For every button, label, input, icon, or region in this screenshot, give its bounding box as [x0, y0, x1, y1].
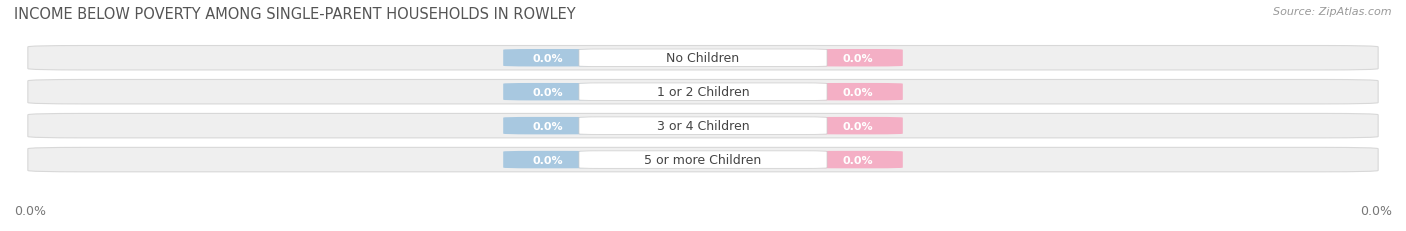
- Text: 0.0%: 0.0%: [842, 87, 873, 97]
- Text: 0.0%: 0.0%: [533, 54, 564, 64]
- FancyBboxPatch shape: [813, 117, 903, 135]
- FancyBboxPatch shape: [813, 151, 903, 169]
- Text: 3 or 4 Children: 3 or 4 Children: [657, 120, 749, 133]
- Text: INCOME BELOW POVERTY AMONG SINGLE-PARENT HOUSEHOLDS IN ROWLEY: INCOME BELOW POVERTY AMONG SINGLE-PARENT…: [14, 7, 575, 22]
- Text: 0.0%: 0.0%: [14, 204, 46, 217]
- FancyBboxPatch shape: [579, 117, 827, 135]
- Text: 0.0%: 0.0%: [533, 87, 564, 97]
- Text: 0.0%: 0.0%: [842, 155, 873, 165]
- FancyBboxPatch shape: [503, 84, 593, 101]
- Text: 0.0%: 0.0%: [842, 121, 873, 131]
- Text: 1 or 2 Children: 1 or 2 Children: [657, 86, 749, 99]
- Text: Source: ZipAtlas.com: Source: ZipAtlas.com: [1274, 7, 1392, 17]
- Text: 0.0%: 0.0%: [533, 155, 564, 165]
- FancyBboxPatch shape: [579, 84, 827, 101]
- FancyBboxPatch shape: [28, 80, 1378, 104]
- FancyBboxPatch shape: [579, 151, 827, 169]
- FancyBboxPatch shape: [28, 114, 1378, 138]
- FancyBboxPatch shape: [28, 46, 1378, 71]
- FancyBboxPatch shape: [579, 50, 827, 67]
- FancyBboxPatch shape: [503, 151, 593, 169]
- Text: 0.0%: 0.0%: [1360, 204, 1392, 217]
- FancyBboxPatch shape: [503, 50, 593, 67]
- FancyBboxPatch shape: [28, 148, 1378, 172]
- Text: No Children: No Children: [666, 52, 740, 65]
- FancyBboxPatch shape: [813, 84, 903, 101]
- FancyBboxPatch shape: [813, 50, 903, 67]
- Text: 0.0%: 0.0%: [533, 121, 564, 131]
- Text: 0.0%: 0.0%: [842, 54, 873, 64]
- Text: 5 or more Children: 5 or more Children: [644, 153, 762, 166]
- FancyBboxPatch shape: [503, 117, 593, 135]
- Legend: Single Father, Single Mother: Single Father, Single Mother: [588, 227, 818, 231]
